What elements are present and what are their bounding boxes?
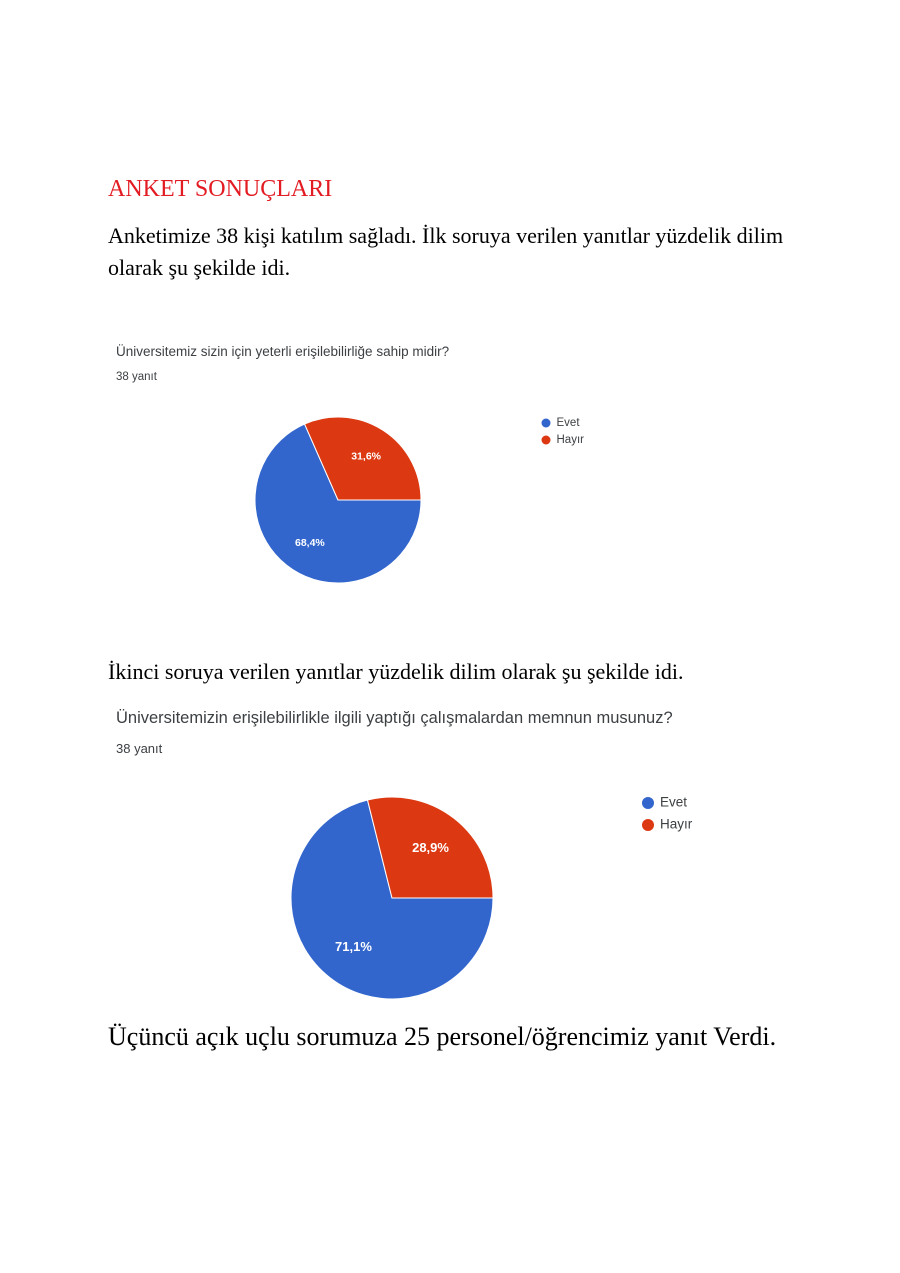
second-paragraph: İkinci soruya verilen yanıtlar yüzdelik … [108,659,684,684]
page-title: ANKET SONUÇLARI [108,176,333,202]
chart-2-response-count: 38 yanıt [116,741,163,756]
pie-slice-label: 68,4% [295,537,325,549]
pie-slice-label: 31,6% [351,451,381,463]
chart-2-question: Üniversitemizin erişilebilirlikle ilgili… [116,709,673,727]
pie-chart-1: Üniversitemiz sizin için yeterli erişile… [112,340,632,610]
pie-slice-label: 71,1% [335,939,372,954]
chart-1-svg: 68,4% 31,6% Evet Hayır [254,416,585,584]
legend-marker [642,797,654,809]
legend-marker [541,418,551,428]
pie-chart-2: Üniversitemizin erişilebilirlikle ilgili… [112,702,792,1007]
pie-slice-hay-r [366,796,494,899]
pie-slice-evet [254,423,422,584]
pie-slice-hay-r [303,416,422,501]
legend-label: Hayır [660,817,693,832]
legend-marker [642,819,654,831]
closing-paragraph: Üçüncü açık uçlu sorumuza 25 personel/öğ… [108,1022,777,1051]
pie-slice-evet [290,799,494,1000]
legend-label: Hayır [557,434,585,446]
legend-label: Evet [660,795,687,810]
legend-label: Evet [557,417,581,429]
chart-1-question: Üniversitemiz sizin için yeterli erişile… [116,344,450,359]
legend-marker [541,435,551,445]
intro-paragraph: Anketimize 38 kişi katılım sağladı. İlk … [108,223,784,280]
chart-2-svg: 71,1% 28,9% Evet Hayır [290,795,693,1000]
pie-slice-label: 28,9% [412,840,449,855]
chart-1-response-count: 38 yanıt [116,371,157,383]
